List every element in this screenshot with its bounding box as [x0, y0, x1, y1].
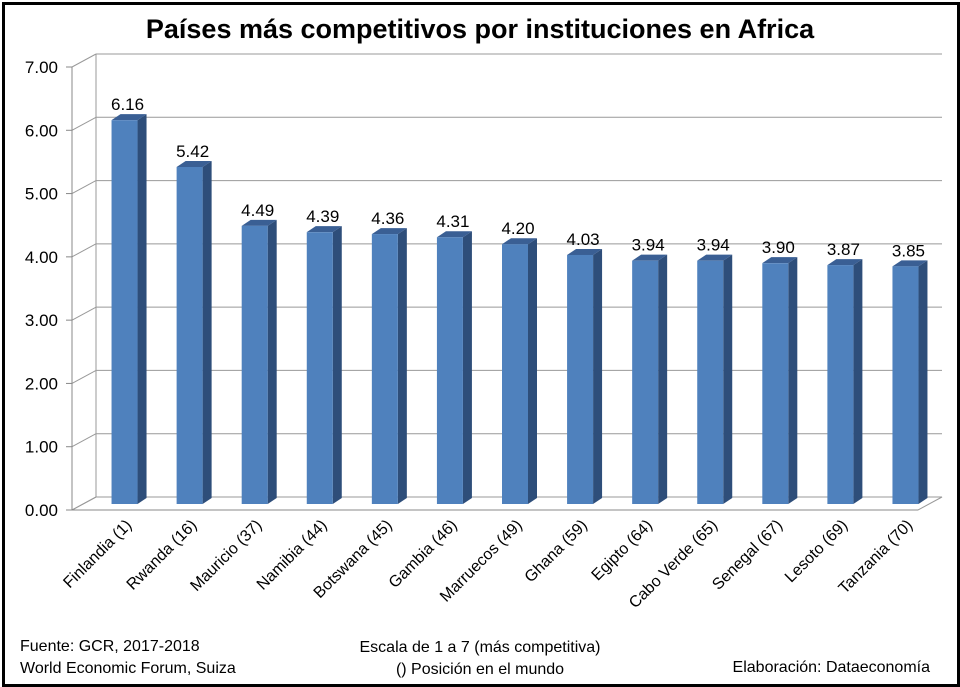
bar-top — [697, 254, 733, 261]
bar-front — [697, 260, 724, 504]
bar-top — [111, 114, 147, 121]
gridline-depth — [71, 116, 97, 131]
gridline-depth — [71, 180, 97, 195]
y-tick-label: 5.00 — [25, 185, 58, 204]
bar-front — [632, 260, 659, 504]
scale-line-2: () Posición en el mundo — [395, 661, 565, 678]
bar — [111, 114, 147, 504]
y-tick-label: 6.00 — [25, 121, 58, 140]
x-tick-label: Egipto (64) — [589, 517, 656, 584]
gridline-depth — [71, 306, 97, 321]
bar — [827, 259, 863, 504]
y-tick-label: 0.00 — [25, 501, 58, 520]
bar-front — [762, 263, 789, 504]
y-tick-label: 3.00 — [25, 311, 58, 330]
value-labels: 6.16 5.42 4.49 4.39 4.36 4.31 4.20 4.03 3.94 3.94… — [111, 95, 925, 260]
bar — [632, 254, 668, 504]
bar-side — [528, 238, 537, 504]
bar-side — [658, 254, 668, 504]
bar — [371, 228, 407, 504]
scale-line-1: Escala de 1 a 7 (más competitiva) — [359, 639, 601, 656]
bar-top — [371, 228, 407, 235]
y-tick-label: 4.00 — [25, 248, 58, 267]
source-note: Fuente: GCR, 2017-2018 World Economic Fo… — [20, 636, 236, 680]
gridline-depth — [71, 243, 97, 258]
bar-side — [137, 114, 147, 504]
bar — [176, 160, 212, 504]
bar-top — [762, 257, 798, 264]
source-line-1: Fuente: GCR, 2017-2018 — [20, 638, 200, 655]
bar-side — [918, 260, 928, 504]
bar-top — [176, 160, 212, 167]
bar-top — [436, 231, 472, 238]
bar-side — [723, 254, 733, 504]
source-line-2: World Economic Forum, Suiza — [20, 660, 236, 677]
bar-front — [241, 225, 268, 504]
bar — [436, 231, 472, 504]
bar-side — [593, 248, 603, 504]
value-label: 3.94 — [697, 236, 730, 255]
bar-front — [306, 232, 333, 504]
axes — [66, 66, 918, 511]
bar — [892, 260, 928, 504]
bar — [567, 248, 603, 504]
gridline-depth — [71, 53, 97, 68]
bar-side — [202, 160, 212, 504]
bar-top — [892, 260, 928, 267]
value-label: 3.87 — [827, 240, 860, 259]
value-label: 3.94 — [632, 236, 665, 255]
value-label: 4.03 — [567, 230, 600, 249]
value-label: 6.16 — [111, 95, 144, 114]
bar-side — [462, 231, 472, 504]
value-label: 4.31 — [436, 212, 469, 231]
value-label: 4.36 — [371, 209, 404, 228]
gridline-depth — [71, 369, 97, 384]
bar-front — [567, 254, 594, 504]
bar-side — [267, 219, 277, 504]
x-tick-label: Senegal (67) — [709, 517, 786, 594]
bar — [502, 238, 537, 504]
credit-note: Elaboración: Dataeconomía — [732, 659, 930, 676]
value-label: 3.85 — [892, 241, 925, 260]
bar-front — [371, 234, 398, 504]
x-tick-label: Lesoto (69) — [782, 517, 851, 586]
bar-top — [306, 226, 342, 233]
bar-front — [436, 237, 463, 504]
bar-top — [502, 238, 537, 245]
value-label: 5.42 — [176, 142, 209, 161]
bar-side — [788, 257, 798, 504]
bar-front — [176, 166, 203, 504]
scale-note: Escala de 1 a 7 (más competitiva) () Pos… — [330, 637, 630, 681]
bar-side — [332, 226, 342, 504]
value-label: 4.39 — [306, 207, 339, 226]
bar-top — [827, 259, 863, 266]
value-label: 4.49 — [241, 201, 274, 220]
bar-top — [632, 254, 668, 261]
bar — [697, 254, 733, 504]
bar-front — [502, 244, 528, 504]
bar — [241, 219, 277, 504]
bar — [306, 226, 342, 504]
chart-title: Países más competitivos por institucione… — [145, 14, 815, 44]
bar-front — [111, 120, 138, 504]
value-label: 3.90 — [762, 238, 795, 257]
bar-side — [397, 228, 407, 504]
bar — [762, 257, 798, 504]
gridline-depth — [71, 433, 97, 448]
bar-top — [241, 219, 277, 226]
x-tick-label: Ghana (59) — [522, 517, 591, 586]
y-tick-label: 1.00 — [25, 438, 58, 457]
bar-side — [853, 259, 863, 504]
bar-front — [892, 266, 919, 504]
y-tick-labels: 0.00 1.00 2.00 3.00 4.00 5.00 6.00 7.00 — [25, 58, 58, 520]
bar-top — [567, 248, 603, 255]
bars — [111, 114, 928, 504]
y-tick-label: 2.00 — [25, 374, 58, 393]
y-tick-label: 7.00 — [25, 58, 58, 77]
bar-front — [827, 265, 854, 504]
value-label: 4.20 — [501, 219, 534, 238]
x-tick-labels: Finlandia (1)Rwanda (16)Mauricio (37)Nam… — [60, 517, 916, 612]
